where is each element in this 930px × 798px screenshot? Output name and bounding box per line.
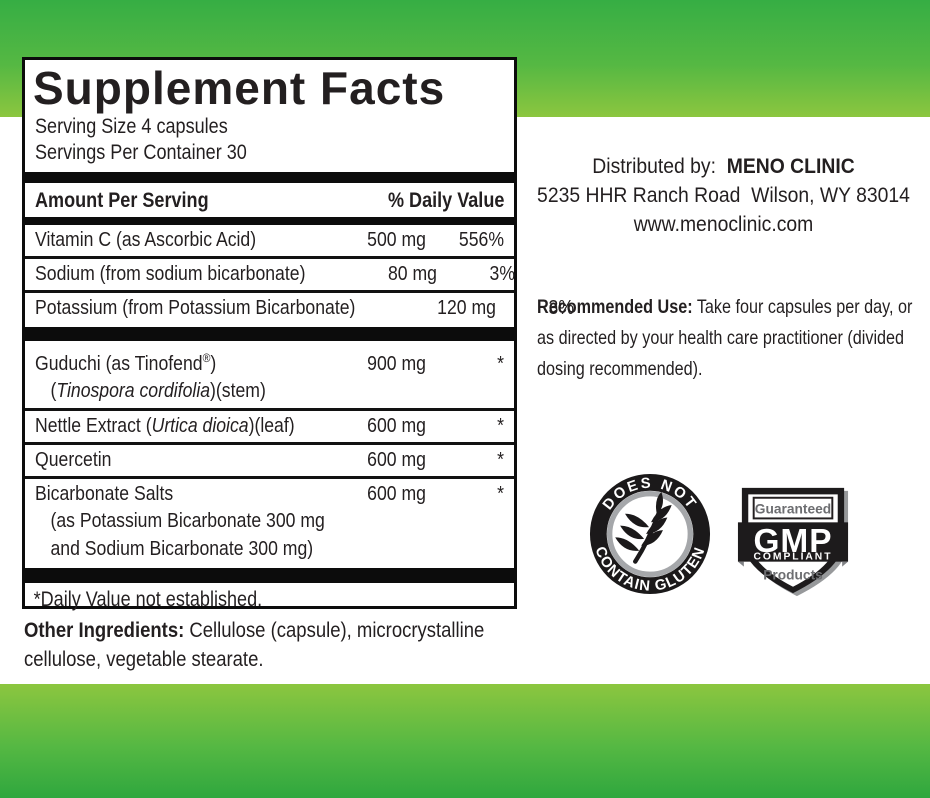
nutrient-amount: 80 mg — [388, 262, 438, 285]
nutrient-name: Vitamin C (as Ascorbic Acid) — [35, 228, 257, 251]
nutrient-amount: 120 mg — [436, 296, 496, 319]
nutrient-subline: and Sodium Bicarbonate 300 mg) — [50, 536, 314, 560]
distributor-block: Distributed by: MENO CLINIC 5235 HHR Ran… — [520, 152, 928, 239]
badge-gray-ring — [606, 490, 694, 578]
nutrient-subline: (Tinospora cordifolia)(stem) — [50, 378, 266, 402]
guaranteed-box — [752, 496, 834, 520]
servings-per-container: Servings Per Container 30 — [35, 141, 247, 164]
gmp-band — [737, 522, 849, 562]
panel-title: Supplement Facts — [33, 62, 446, 114]
recommended-use-line2: as directed by your health care practiti… — [537, 327, 905, 349]
nutrient-amount: 600 mg — [367, 481, 426, 505]
distributed-by-line: Distributed by: MENO CLINIC — [592, 154, 855, 178]
gluten-free-badge: DOES NOT CONTAIN GLUTEN — [589, 473, 711, 595]
nutrient-row: Bicarbonate Salts 600 mg * (as Potassium Bi… — [25, 479, 514, 566]
gmp-compliant-text: COMPLIANT — [754, 552, 833, 563]
table-header: Amount Per Serving % Daily Value — [25, 183, 514, 217]
nutrient-amount: 900 mg — [367, 351, 426, 375]
thick-bar-top — [25, 172, 514, 183]
nutrient-daily-value: 556% — [458, 228, 504, 251]
nutrient-daily-value: * — [497, 447, 504, 471]
nutrient-daily-value: 3% — [548, 296, 574, 319]
recommended-use-label: Recommended Use: — [537, 296, 693, 318]
nutrient-name: Quercetin — [35, 447, 112, 471]
nutrient-daily-value: * — [497, 351, 504, 375]
amount-header: Amount Per Serving — [35, 189, 209, 212]
nutrient-main-line: Quercetin 600 mg * — [35, 448, 504, 472]
distributor-address: 5235 HHR Ranch Road Wilson, WY 83014 — [537, 183, 910, 207]
nutrient-row: Sodium (from sodium bicarbonate) 80 mg 3% — [25, 259, 515, 293]
nutrient-main-line: Guduchi (as Tinofend®) 900 mg * — [35, 346, 504, 376]
nutrient-table: Vitamin C (as Ascorbic Acid) 500 mg 556% So… — [25, 225, 574, 566]
gmp-guaranteed-text: Guaranteed — [755, 501, 831, 516]
other-ingredients-line2: cellulose, vegetable stearate. — [24, 647, 264, 671]
nutrient-daily-value: 3% — [489, 262, 516, 285]
gmp-text: GMP — [753, 523, 832, 560]
nutrient-name: Sodium (from sodium bicarbonate) — [35, 262, 306, 285]
supplement-facts-panel: Supplement Facts Serving Size 4 capsules… — [22, 57, 574, 611]
recommended-use-line3: dosing recommended). — [537, 358, 703, 380]
bottom-green-band — [0, 684, 930, 798]
daily-value-header: % Daily Value — [387, 189, 504, 212]
nutrient-row: Vitamin C (as Ascorbic Acid) 500 mg 556% — [25, 225, 514, 259]
nutrient-name: Bicarbonate Salts — [35, 481, 174, 505]
other-ingredients: Other Ingredients: Cellulose (capsule), … — [24, 616, 506, 674]
gmp-products-text: Products — [763, 567, 823, 582]
distributor-name: MENO CLINIC — [726, 154, 855, 178]
nutrient-amount: 600 mg — [367, 447, 426, 471]
daily-value-footnote: *Daily Value not established. — [33, 587, 263, 611]
nutrient-row: Quercetin 600 mg * — [25, 445, 514, 479]
header-divider-bar — [25, 217, 514, 225]
nutrient-name: Potassium (from Potassium Bicarbonate) — [35, 296, 356, 319]
nutrient-amount: 500 mg — [367, 228, 426, 251]
nutrient-amount: 600 mg — [367, 413, 426, 437]
recommended-use-line1: Recommended Use: Take four capsules per … — [537, 296, 913, 318]
nutrient-main-line: Vitamin C (as Ascorbic Acid) 500 mg 556% — [35, 228, 504, 252]
nutrient-subline: (as Potassium Bicarbonate 300 mg — [50, 508, 325, 532]
recommended-use-block: Recommended Use: Take four capsules per … — [537, 292, 923, 385]
nutrient-name: Guduchi (as Tinofend®) — [35, 351, 217, 375]
section-divider-bar — [25, 327, 514, 341]
nutrient-main-line: Potassium (from Potassium Bicarbonate) 12… — [35, 296, 574, 320]
other-ingredients-line1: Other Ingredients: Cellulose (capsule), … — [24, 618, 485, 642]
nutrient-row: Guduchi (as Tinofend®) 900 mg * (Tinospora … — [25, 343, 514, 411]
nutrient-name: Nettle Extract (Urtica dioica)(leaf) — [35, 413, 295, 437]
nutrient-main-line: Nettle Extract (Urtica dioica)(leaf) 600 … — [35, 414, 504, 438]
wheat-icon — [615, 491, 672, 564]
thick-bar-bottom — [25, 567, 514, 583]
nutrient-main-line: Sodium (from sodium bicarbonate) 80 mg 3% — [35, 262, 515, 286]
nutrient-row: Nettle Extract (Urtica dioica)(leaf) 600 … — [25, 411, 514, 445]
nutrient-daily-value: * — [497, 413, 504, 437]
nutrient-row: Potassium (from Potassium Bicarbonate) 12… — [25, 293, 574, 324]
nutrient-daily-value: * — [497, 481, 504, 505]
distributor-website: www.menoclinic.com — [633, 212, 814, 236]
serving-size: Serving Size 4 capsules — [35, 115, 228, 138]
nutrient-main-line: Bicarbonate Salts 600 mg * — [35, 482, 504, 506]
gmp-badge: Guaranteed GMP COMPLIANT Products — [737, 487, 849, 597]
other-ingredients-label: Other Ingredients: — [24, 618, 185, 642]
